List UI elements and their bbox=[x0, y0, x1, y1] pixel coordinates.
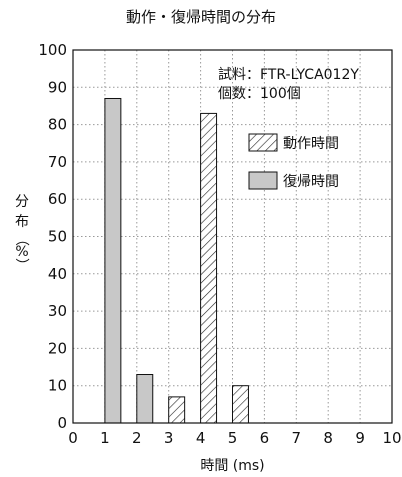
y-label-char: ） bbox=[13, 258, 29, 272]
y-label-char: 分 bbox=[15, 194, 29, 210]
x-axis-label: 時間 (ms) bbox=[200, 458, 264, 474]
x-tick-label: 9 bbox=[355, 429, 365, 447]
legend-label: 動作時間 bbox=[283, 136, 339, 152]
chart-title: 動作・復帰時間の分布 bbox=[125, 8, 276, 26]
y-tick-label: 20 bbox=[48, 339, 67, 357]
y-tick-label: 90 bbox=[48, 78, 67, 96]
y-tick-label: 40 bbox=[48, 265, 67, 283]
bars bbox=[104, 97, 249, 424]
x-tick-label: 5 bbox=[228, 429, 238, 447]
y-tick-label: 60 bbox=[48, 190, 67, 208]
y-tick-label: 70 bbox=[48, 153, 67, 171]
x-tick-label: 6 bbox=[260, 429, 270, 447]
legend-label: 復帰時間 bbox=[283, 173, 339, 190]
y-label-char: （ bbox=[13, 232, 29, 246]
y-tick-label: 0 bbox=[57, 414, 67, 432]
plot-frame bbox=[72, 49, 393, 424]
y-tick-label: 10 bbox=[48, 377, 67, 395]
gridlines bbox=[73, 50, 392, 423]
annotations: 試料：FTR-LYCA012Y 個数：100個 bbox=[218, 67, 359, 102]
bar bbox=[104, 97, 122, 424]
bar bbox=[232, 385, 249, 424]
legend-swatch bbox=[248, 171, 278, 190]
x-tick-label: 7 bbox=[292, 429, 302, 447]
annotation-text: 個数：100個 bbox=[218, 86, 301, 102]
x-tick-label: 8 bbox=[323, 429, 333, 447]
x-tick-label: 3 bbox=[164, 429, 174, 447]
bar bbox=[200, 112, 218, 424]
x-tick-label: 0 bbox=[68, 429, 78, 447]
y-label-char: % bbox=[15, 244, 28, 260]
y-label-char: 布 bbox=[15, 214, 29, 230]
y-tick-label: 50 bbox=[48, 228, 67, 246]
annotation-text: 試料：FTR-LYCA012Y bbox=[218, 67, 359, 83]
y-tick-label: 30 bbox=[48, 302, 67, 320]
x-tick-label: 1 bbox=[100, 429, 110, 447]
y-tick-label: 80 bbox=[48, 116, 67, 134]
bar bbox=[136, 374, 154, 424]
legend-swatch bbox=[248, 133, 278, 152]
x-tick-label: 10 bbox=[382, 429, 401, 447]
x-tick-label: 4 bbox=[196, 429, 206, 447]
x-tick-label: 2 bbox=[132, 429, 142, 447]
y-tick-label: 100 bbox=[38, 41, 67, 59]
bar bbox=[168, 396, 186, 424]
y-axis-label: 分布 （%） bbox=[13, 194, 29, 272]
